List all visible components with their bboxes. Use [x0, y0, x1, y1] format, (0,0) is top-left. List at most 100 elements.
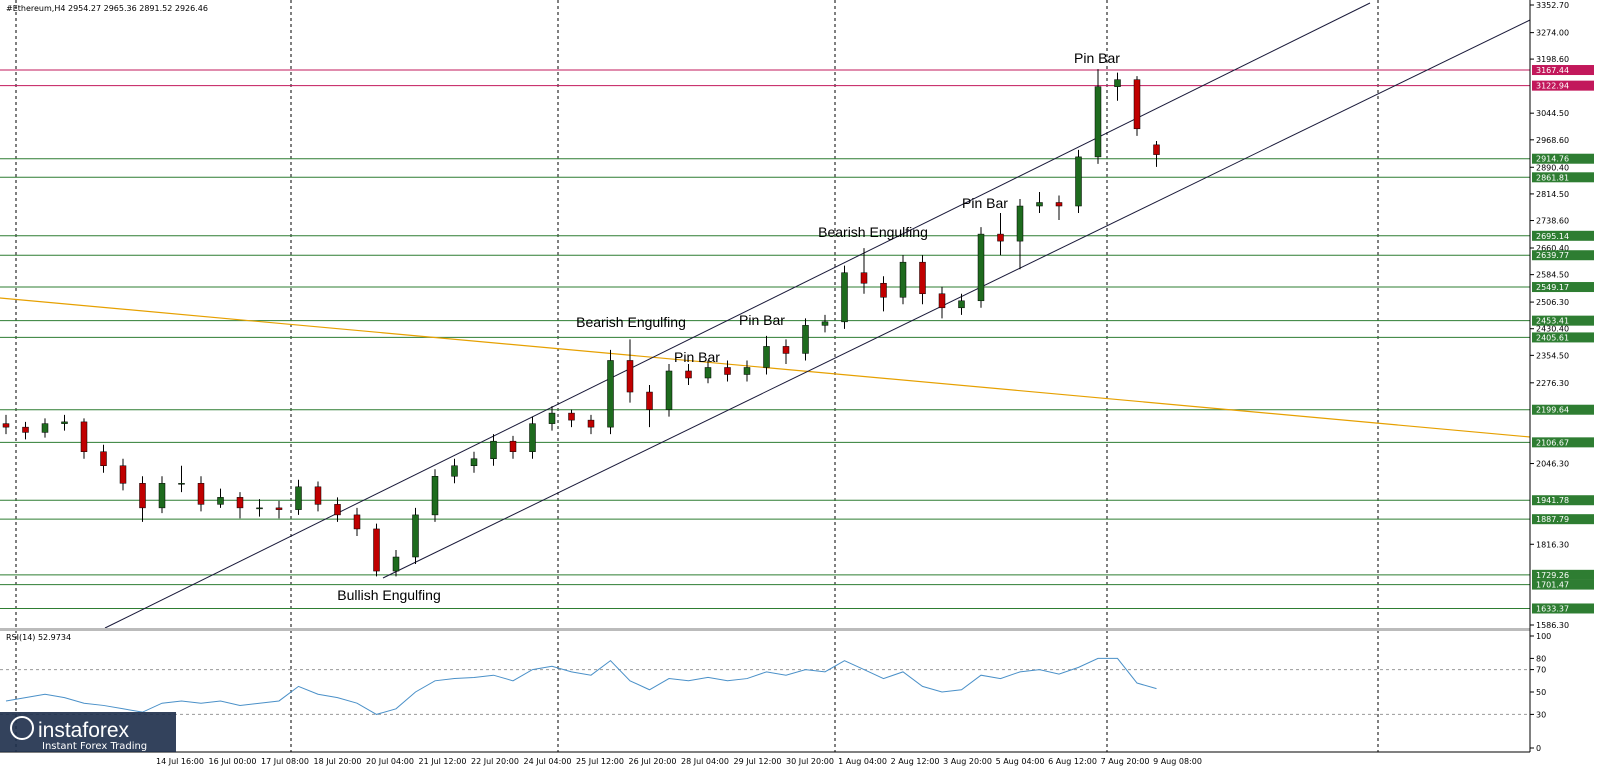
candle-body: [275, 507, 283, 510]
candle-body: [821, 321, 829, 326]
logo-tagline: Instant Forex Trading: [42, 741, 147, 752]
candle-body: [704, 367, 712, 379]
candle-body: [919, 261, 926, 295]
candle-body: [61, 421, 68, 424]
channel-upper: [104, 2, 1371, 629]
level-label: 2106.67: [1536, 438, 1569, 447]
rsi-tick-label: 0: [1536, 744, 1541, 753]
rsi-tick-label: 50: [1536, 688, 1546, 697]
candle-body: [1133, 79, 1141, 130]
y-tick-label: 2354.50: [1536, 351, 1569, 360]
level-label: 3167.44: [1536, 66, 1569, 75]
period-separators: [15, 0, 1379, 752]
candle-body: [22, 426, 29, 433]
candle-body: [1075, 156, 1082, 207]
annotation: Pin Bar: [962, 195, 1008, 211]
level-label-box: [1532, 153, 1594, 164]
y-tick-label: 2506.30: [1536, 298, 1569, 307]
rsi-line: [5, 657, 1157, 715]
candle-body: [295, 486, 302, 510]
level-label-box: [1532, 437, 1594, 448]
level-label: 1941.78: [1536, 496, 1569, 505]
candle-body: [197, 483, 205, 505]
candle-body: [529, 423, 536, 452]
x-tick-label: 22 Jul 20:00: [471, 757, 519, 766]
y-tick-label: 2276.30: [1536, 379, 1569, 388]
chart-header: #Ethereum,H4 2954.27 2965.36 2891.52 292…: [6, 4, 208, 13]
annotation: Pin Bar: [674, 349, 720, 365]
candle-body: [373, 528, 380, 572]
x-tick-label: 14 Jul 16:00: [156, 757, 204, 766]
candle-body: [626, 360, 634, 393]
y-tick-label: 3198.60: [1536, 55, 1569, 64]
level-label: 2861.81: [1536, 173, 1569, 182]
level-label-box: [1532, 65, 1594, 76]
level-label: 1633.37: [1536, 604, 1569, 613]
level-label: 1887.79: [1536, 515, 1569, 524]
candle-body: [1036, 202, 1043, 207]
x-tick-label: 5 Aug 04:00: [996, 757, 1045, 766]
x-tick-label: 16 Jul 00:00: [209, 757, 257, 766]
candle-body: [158, 483, 166, 509]
candle-body: [2, 423, 10, 428]
level-label-box: [1532, 332, 1594, 343]
x-tick-label: 1 Aug 04:00: [838, 757, 887, 766]
candle-body: [1055, 202, 1063, 207]
candle-body: [100, 451, 107, 467]
x-tick-label: 6 Aug 12:00: [1048, 757, 1097, 766]
level-label-box: [1532, 603, 1594, 614]
level-label-box: [1532, 495, 1594, 506]
level-label: 1729.26: [1536, 571, 1569, 580]
candle-body: [1114, 79, 1121, 87]
logo: instaforex Instant Forex Trading: [0, 712, 176, 752]
candle-body: [665, 370, 673, 410]
candle-body: [431, 476, 439, 516]
level-label: 2695.14: [1536, 232, 1569, 241]
candle-body: [178, 483, 185, 485]
x-tick-label: 20 Jul 04:00: [366, 757, 414, 766]
x-tick-label: 3 Aug 20:00: [943, 757, 992, 766]
y-tick-label: 2738.60: [1536, 217, 1569, 226]
level-label: 2914.76: [1536, 155, 1569, 164]
candle-body: [1094, 86, 1102, 158]
annotation: Bearish Engulfing: [576, 314, 686, 330]
logo-name: instaforex: [38, 719, 130, 742]
y-tick-label: 1586.30: [1536, 621, 1569, 630]
level-label: 2199.64: [1536, 406, 1569, 415]
x-tick-label: 30 Jul 20:00: [786, 757, 834, 766]
annotation: Bullish Engulfing: [337, 587, 441, 603]
y-tick-label: 2890.40: [1536, 163, 1569, 172]
candle-body: [782, 346, 790, 354]
y-tick-label: 2584.50: [1536, 271, 1569, 280]
x-tick-label: 17 Jul 08:00: [261, 757, 309, 766]
y-tick-label: 3044.50: [1536, 109, 1569, 118]
y-tick-label: 1816.30: [1536, 540, 1569, 549]
level-label: 1701.47: [1536, 581, 1569, 590]
y-tick-label: 2660.40: [1536, 244, 1569, 253]
candle-body: [724, 367, 731, 375]
candle-body: [938, 293, 946, 309]
level-label-box: [1532, 404, 1594, 415]
candle-body: [139, 483, 146, 509]
candle-body: [119, 465, 127, 484]
candle-body: [997, 233, 1004, 242]
x-tick-label: 21 Jul 12:00: [419, 757, 467, 766]
candle-body: [412, 514, 419, 558]
candle-body: [490, 440, 497, 459]
rsi-title: RSI(14) 52.9734: [6, 633, 71, 642]
x-tick-label: 26 Jul 20:00: [629, 757, 677, 766]
y-tick-label: 2968.60: [1536, 136, 1569, 145]
candle-body: [977, 233, 985, 302]
rsi-tick-label: 100: [1536, 632, 1551, 641]
candle-body: [353, 514, 361, 530]
candle-body: [802, 325, 809, 354]
level-label-box: [1532, 172, 1594, 183]
level-label-box: [1532, 80, 1594, 91]
candle-body: [470, 458, 478, 467]
candle-body: [1153, 144, 1160, 155]
candle-body: [646, 391, 653, 410]
candle-body: [314, 486, 322, 505]
candle-body: [236, 497, 244, 509]
rsi-tick-label: 80: [1536, 654, 1546, 663]
